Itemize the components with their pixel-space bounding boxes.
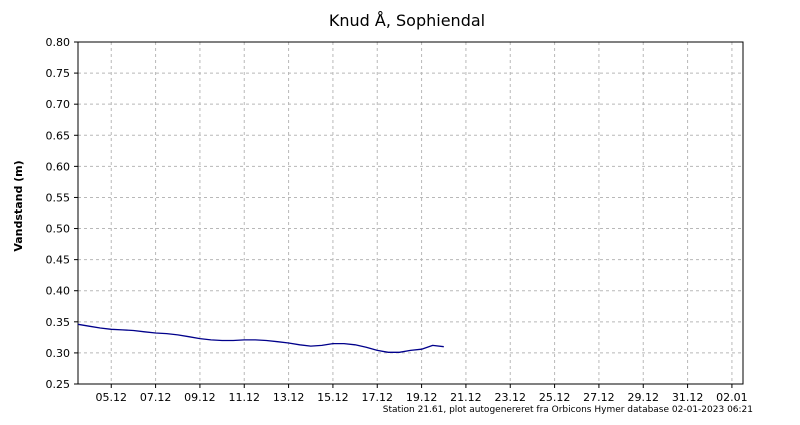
x-tick-label: 07.12 — [140, 391, 172, 404]
chart-title: Knud Å, Sophiendal — [329, 11, 485, 30]
y-tick-label: 0.25 — [46, 378, 71, 391]
x-tick-label: 17.12 — [362, 391, 394, 404]
x-tick-label: 21.12 — [450, 391, 482, 404]
x-tick-label: 13.12 — [273, 391, 305, 404]
x-tick-label: 31.12 — [672, 391, 704, 404]
series-layer — [77, 323, 444, 353]
y-tick-label: 0.35 — [46, 316, 71, 329]
y-axis-ticks: 0.25 0.30 0.35 0.40 0.45 0.50 0.55 0.60 0.65 0.70… — [46, 36, 78, 391]
y-tick-label: 0.75 — [46, 67, 71, 80]
x-tick-label: 05.12 — [96, 391, 128, 404]
x-gridlines — [110, 42, 733, 384]
y-tick-label: 0.60 — [46, 160, 71, 173]
x-tick-label: 02.01 — [716, 391, 748, 404]
y-tick-label: 0.45 — [46, 254, 71, 267]
x-tick-label: 09.12 — [184, 391, 216, 404]
x-tick-label: 29.12 — [628, 391, 660, 404]
y-tick-label: 0.40 — [46, 285, 71, 298]
x-tick-label: 11.12 — [229, 391, 261, 404]
y-tick-label: 0.30 — [46, 347, 71, 360]
y-tick-label: 0.80 — [46, 36, 71, 49]
y-tick-label: 0.65 — [46, 129, 71, 142]
x-tick-label: 23.12 — [495, 391, 527, 404]
plot-area — [77, 41, 744, 385]
series-line-0 — [77, 323, 444, 353]
x-axis-ticks: 05.12 07.12 09.12 11.12 13.12 15.12 17.12 19.12… — [96, 384, 748, 404]
y-tick-label: 0.70 — [46, 98, 71, 111]
y-tick-label: 0.50 — [46, 223, 71, 236]
x-tick-label: 15.12 — [317, 391, 349, 404]
y-gridlines — [78, 72, 743, 354]
x-tick-label: 27.12 — [583, 391, 615, 404]
x-tick-label: 25.12 — [539, 391, 571, 404]
footer-note: Station 21.61, plot autogenereret fra Or… — [383, 405, 753, 415]
y-axis-label: Vandstand (m) — [12, 160, 25, 251]
x-tick-label: 19.12 — [406, 391, 438, 404]
y-tick-label: 0.55 — [46, 191, 71, 204]
